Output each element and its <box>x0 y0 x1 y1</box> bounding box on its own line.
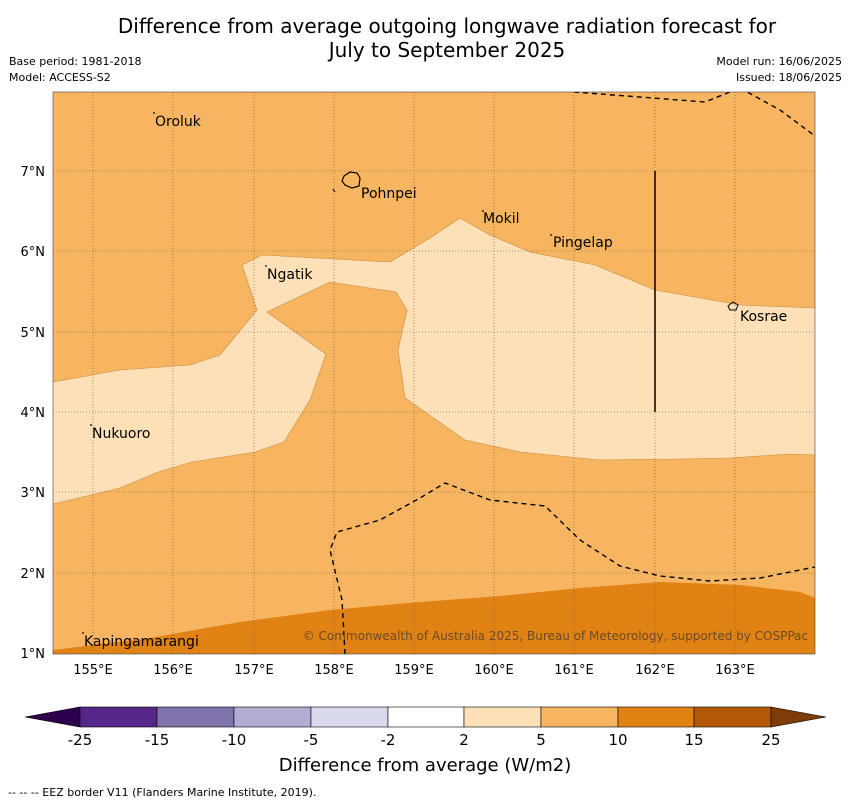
colorbar-segment <box>79 706 158 728</box>
colorbar-tick-label: -2 <box>381 731 396 749</box>
colorbar-segment <box>387 706 465 728</box>
colorbar-segment <box>156 706 235 728</box>
x-tick-label: 162°E <box>635 663 675 678</box>
base-period-label: Base period: 1981-2018 <box>9 55 142 68</box>
model-label: Model: ACCESS-S2 <box>9 71 111 84</box>
colorbar-extend-low <box>24 706 81 728</box>
mokil-island-dot <box>482 210 484 212</box>
title-line-2: July to September 2025 <box>328 38 566 62</box>
x-tick-label: 158°E <box>314 663 354 678</box>
meta-right: Model run: 16/06/2025 Issued: 18/06/2025 <box>716 54 842 86</box>
colorbar-extend-high <box>770 706 827 728</box>
place-label-kapingamarangi: Kapingamarangi <box>84 634 199 650</box>
y-tick-label: 7°N <box>21 165 46 180</box>
pingelap-island-dot <box>550 234 552 236</box>
model-run-label: Model run: 16/06/2025 <box>716 55 842 68</box>
kosrae-island-outline <box>727 301 739 311</box>
oroluk-island-dot <box>153 112 155 114</box>
pohnpei-island-outline <box>341 171 361 189</box>
x-axis: 155°E 156°E 157°E 158°E 159°E 160°E 161°… <box>73 663 755 678</box>
x-tick-label: 156°E <box>153 663 193 678</box>
colorbar-segment <box>540 706 619 728</box>
y-tick-label: 2°N <box>21 567 46 582</box>
region-10-to-15 <box>53 582 815 654</box>
x-tick-label: 155°E <box>73 663 113 678</box>
colorbar-segment <box>617 706 695 728</box>
y-tick-label: 3°N <box>21 486 46 501</box>
map-canvas: Oroluk Pohnpei Mokil Pingelap Ngatik Kos… <box>53 92 815 654</box>
island-mark <box>332 188 336 193</box>
nukuoro-island-dot <box>90 424 92 426</box>
kapingamarangi-island-dot <box>82 632 84 634</box>
chart-title: Difference from average outgoing longwav… <box>0 14 850 62</box>
colorbar-tick-label: -5 <box>304 731 319 749</box>
map-frame <box>52 91 816 655</box>
ngatik-island-dot <box>265 265 267 267</box>
issued-label: Issued: 18/06/2025 <box>735 71 842 84</box>
colorbar-title: Difference from average (W/m2) <box>278 755 572 776</box>
colorbar: -25 -15 -10 -5 -2 2 5 10 15 25 <box>24 706 827 749</box>
region-boundary <box>53 217 815 383</box>
colorbar-segment <box>310 706 389 728</box>
y-axis: 7°N 6°N 5°N 4°N 3°N 2°N 1°N <box>21 165 46 662</box>
place-label-mokil: Mokil <box>483 211 520 227</box>
y-tick-label: 5°N <box>21 326 46 341</box>
graticule <box>53 92 815 654</box>
title-line-1: Difference from average outgoing longwav… <box>117 14 777 38</box>
colorbar-tick-label: -15 <box>145 731 170 749</box>
colorbar-tick-label: 2 <box>459 731 469 749</box>
y-tick-label: 4°N <box>21 406 46 421</box>
region-boundary <box>53 281 815 505</box>
place-label-kosrae: Kosrae <box>740 309 787 325</box>
colorbar-tick-label: 10 <box>608 731 627 749</box>
colorbar-tick-label: 15 <box>684 731 703 749</box>
eez-border <box>329 92 815 654</box>
colorbar-segment <box>693 706 772 728</box>
colorbar-tick-label: -10 <box>222 731 247 749</box>
x-tick-label: 161°E <box>554 663 594 678</box>
y-tick-label: 1°N <box>21 647 46 662</box>
x-tick-label: 163°E <box>715 663 755 678</box>
x-tick-label: 159°E <box>394 663 434 678</box>
eez-source-note: -- -- -- EEZ border V11 (Flanders Marine… <box>8 786 317 799</box>
meta-left: Base period: 1981-2018 Model: ACCESS-S2 <box>9 54 141 86</box>
region-2-to-5 <box>53 218 815 504</box>
x-tick-label: 160°E <box>474 663 514 678</box>
colorbar-tick-label: -25 <box>68 731 93 749</box>
colorbar-segment <box>233 706 312 728</box>
x-tick-label: 157°E <box>234 663 274 678</box>
place-label-oroluk: Oroluk <box>155 114 202 130</box>
place-label-nukuoro: Nukuoro <box>92 426 150 442</box>
place-label-ngatik: Ngatik <box>267 267 313 283</box>
colorbar-segment <box>463 706 542 728</box>
place-label-pingelap: Pingelap <box>553 235 613 251</box>
colorbar-tick-label: 5 <box>536 731 546 749</box>
y-tick-label: 6°N <box>21 245 46 260</box>
colorbar-tick-label: 25 <box>761 731 780 749</box>
copyright-notice: © Commonwealth of Australia 2025, Bureau… <box>303 629 808 643</box>
place-label-pohnpei: Pohnpei <box>361 186 417 202</box>
